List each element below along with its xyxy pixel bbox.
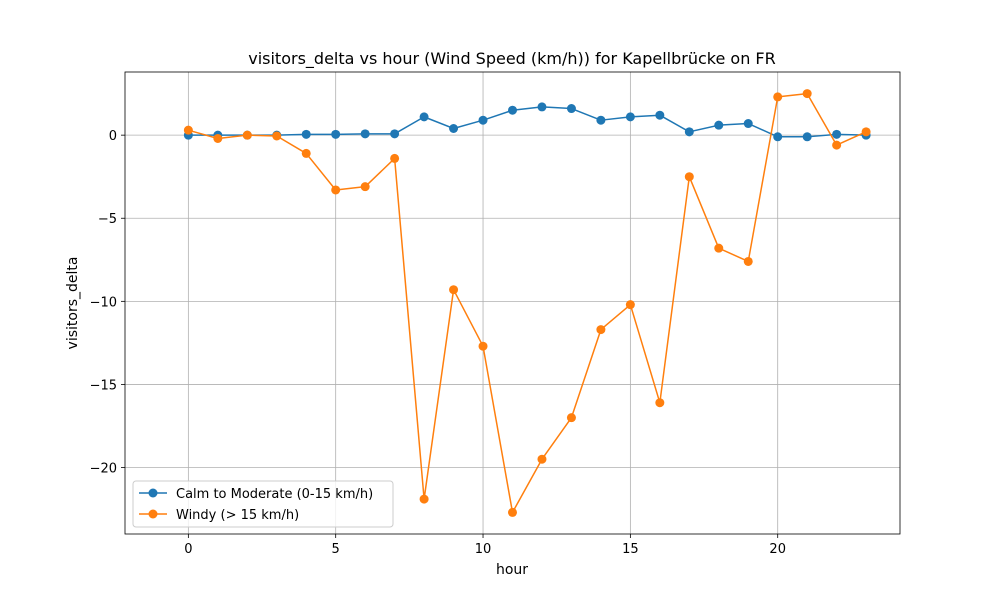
x-tick-label-4: 20 bbox=[769, 542, 786, 557]
legend-label-1: Windy (> 15 km/h) bbox=[176, 508, 299, 523]
series-0-point-17 bbox=[684, 127, 694, 137]
series-1-point-15 bbox=[625, 300, 635, 310]
series-0-point-22 bbox=[832, 129, 842, 139]
series-0-point-8 bbox=[419, 112, 429, 122]
series-0-point-14 bbox=[596, 115, 606, 125]
series-0-point-12 bbox=[537, 102, 547, 112]
series-0-point-6 bbox=[360, 129, 370, 139]
series-1-point-7 bbox=[390, 153, 400, 163]
series-1-point-10 bbox=[478, 341, 488, 351]
series-1-point-19 bbox=[743, 256, 753, 266]
series-0-point-5 bbox=[331, 129, 341, 139]
series-0-point-21 bbox=[802, 132, 812, 142]
legend: Calm to Moderate (0-15 km/h) Windy (> 15 … bbox=[132, 480, 394, 528]
series-1-point-5 bbox=[331, 185, 341, 195]
series-0-point-10 bbox=[478, 115, 488, 125]
axes: 0 5 10 15 20 0 −5 −10 −15 −20 bbox=[90, 71, 901, 557]
y-tick-label-0: 0 bbox=[109, 129, 117, 144]
series-line-0 bbox=[188, 106, 867, 138]
chart-title: visitors_delta vs hour (Wind Speed (km/h… bbox=[248, 49, 776, 69]
series-1-point-16 bbox=[655, 398, 665, 408]
x-tick-label-0: 0 bbox=[184, 542, 192, 557]
series-1-point-8 bbox=[419, 494, 429, 504]
y-tick-label-4: −20 bbox=[90, 462, 117, 477]
series-0-point-7 bbox=[390, 129, 400, 139]
x-tick-label-3: 15 bbox=[622, 542, 639, 557]
series-0-point-20 bbox=[773, 132, 783, 142]
series-0-point-11 bbox=[508, 105, 517, 115]
series-1-point-14 bbox=[596, 325, 606, 335]
x-tick-label-1: 5 bbox=[332, 542, 340, 557]
series-0-point-18 bbox=[714, 120, 724, 130]
series-0-point-4 bbox=[301, 129, 311, 139]
series-0-point-19 bbox=[743, 119, 753, 129]
series-0-point-15 bbox=[625, 112, 635, 122]
series-1-point-12 bbox=[537, 454, 547, 464]
series-1-point-18 bbox=[714, 243, 724, 253]
series-1-point-13 bbox=[566, 413, 576, 423]
series-1-point-20 bbox=[773, 92, 783, 102]
series-1-point-9 bbox=[449, 285, 459, 295]
series-1-point-1 bbox=[213, 133, 223, 143]
series-0-point-9 bbox=[449, 124, 459, 133]
series-1-point-22 bbox=[832, 140, 842, 150]
series-1-point-23 bbox=[861, 127, 871, 137]
legend-marker-1 bbox=[148, 509, 158, 519]
series-1-point-17 bbox=[684, 172, 694, 182]
y-tick-label-1: −5 bbox=[98, 212, 117, 227]
x-axis-label: hour bbox=[496, 562, 528, 578]
series-1-point-11 bbox=[508, 507, 517, 517]
series-line-1 bbox=[188, 92, 867, 514]
series-0-point-16 bbox=[655, 110, 665, 120]
x-tick-label-2: 10 bbox=[475, 542, 492, 557]
series-1-point-2 bbox=[242, 130, 252, 140]
legend-marker-0 bbox=[148, 488, 158, 498]
series-layer bbox=[183, 89, 871, 517]
series-1-point-6 bbox=[360, 182, 370, 192]
legend-label-0: Calm to Moderate (0-15 km/h) bbox=[176, 487, 373, 502]
y-tick-label-3: −15 bbox=[90, 378, 117, 393]
series-1-point-3 bbox=[272, 131, 282, 141]
series-1-point-21 bbox=[802, 89, 812, 99]
legend-box bbox=[132, 480, 394, 528]
series-1-point-0 bbox=[183, 125, 193, 135]
series-1-point-4 bbox=[301, 148, 311, 158]
series-0-point-13 bbox=[566, 104, 576, 114]
plot-frame bbox=[124, 71, 901, 535]
y-axis-label: visitors_delta bbox=[65, 257, 81, 350]
y-tick-label-2: −10 bbox=[90, 295, 117, 310]
grid-lines bbox=[125, 72, 900, 534]
